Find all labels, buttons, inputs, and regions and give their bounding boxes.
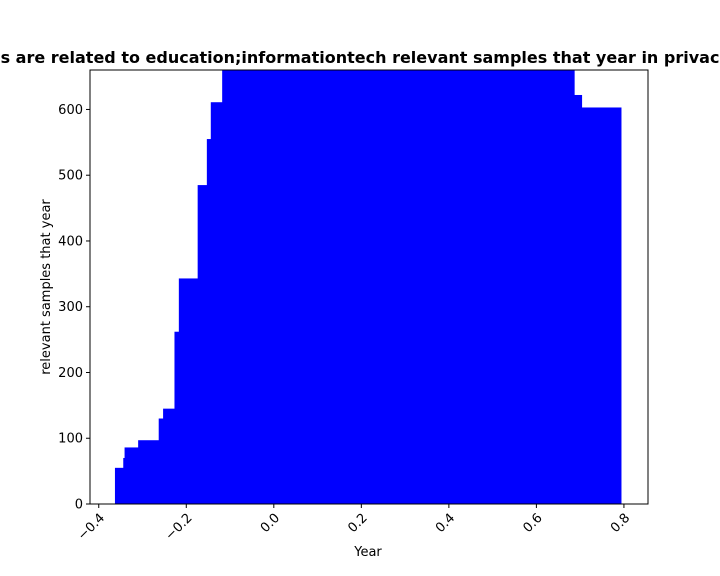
bar-step-0	[114, 467, 124, 504]
y-tick-label: 400	[58, 234, 83, 249]
y-tick-label: 600	[58, 103, 83, 118]
bar-step-13	[581, 107, 622, 504]
y-tick-label: 300	[58, 300, 83, 315]
y-axis-label: relevant samples that year	[39, 199, 54, 375]
x-tick-label: −0.2	[163, 511, 196, 544]
x-tick-label: −0.4	[75, 511, 108, 544]
bars-layer	[114, 70, 622, 505]
bar-step-2	[124, 447, 139, 504]
y-tick-label: 500	[58, 169, 83, 184]
bar-step-12	[574, 94, 583, 505]
bar-step-3	[138, 440, 160, 504]
y-ticks-layer: 0 100 200 300 400 500 600	[58, 103, 90, 513]
bar-step-8	[197, 185, 208, 504]
bar-step-9	[206, 139, 212, 505]
bar-step-4	[158, 418, 164, 504]
y-tick-label: 0	[75, 498, 83, 513]
x-tick-label: 0.6	[520, 511, 545, 536]
x-axis-label: Year	[353, 545, 382, 560]
y-tick-label: 200	[58, 366, 83, 381]
chart-title: s are related to education;informationte…	[1, 48, 720, 67]
bar-step-5	[163, 408, 176, 504]
bar-step-7	[178, 278, 199, 504]
x-tick-label: 0.8	[608, 511, 633, 536]
bar-step-1	[123, 457, 126, 504]
plot-frame	[89, 69, 649, 505]
x-ticks-layer: −0.4 −0.2 0.0 0.2 0.4 0.6 0.8	[75, 504, 633, 544]
y-tick-label: 100	[58, 432, 83, 447]
x-tick-label: 0.2	[345, 511, 370, 536]
x-tick-label: 0.0	[258, 511, 283, 536]
bar-step-6	[174, 331, 180, 504]
bar-step-11	[222, 70, 575, 504]
x-tick-label: 0.4	[433, 511, 458, 536]
bar-step-10	[210, 102, 223, 504]
